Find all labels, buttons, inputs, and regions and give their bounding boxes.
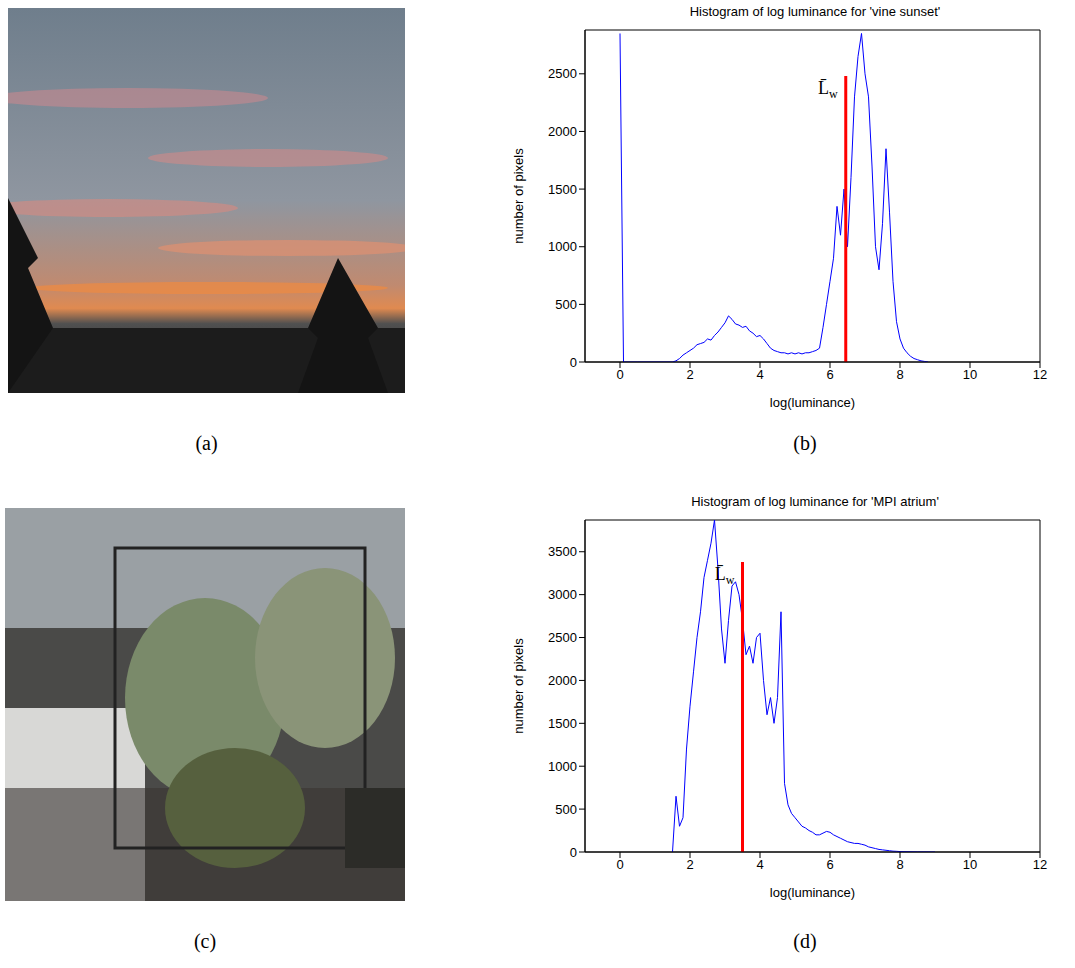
svg-text:L̄w: L̄w (715, 564, 735, 587)
svg-text:10: 10 (963, 367, 977, 382)
svg-text:8: 8 (896, 367, 903, 382)
html-text:(d): (d) (793, 930, 817, 952)
svg-text:2500: 2500 (548, 66, 577, 81)
svg-text:number of pixels: number of pixels (511, 638, 526, 734)
svg-text:log(luminance): log(luminance) (770, 885, 855, 900)
svg-text:12: 12 (1033, 857, 1047, 872)
svg-text:1000: 1000 (548, 239, 577, 254)
svg-text:2500: 2500 (548, 630, 577, 645)
svg-text:6: 6 (826, 857, 833, 872)
html-text:(c): (c) (193, 930, 217, 952)
svg-text:1500: 1500 (548, 182, 577, 197)
svg-text:2: 2 (686, 367, 693, 382)
svg-text:6: 6 (826, 367, 833, 382)
svg-text:number of pixels: number of pixels (511, 148, 526, 244)
svg-text:2000: 2000 (548, 124, 577, 139)
html-text:(b): (b) (793, 432, 817, 454)
svg-text:500: 500 (555, 297, 577, 312)
svg-text:0: 0 (616, 857, 623, 872)
svg-text:0: 0 (570, 355, 577, 370)
svg-text:8: 8 (896, 857, 903, 872)
svg-text:0: 0 (570, 845, 577, 860)
html-text:Histogram of log luminance for: Histogram of log luminance for 'vine sun… (689, 4, 941, 19)
svg-text:500: 500 (555, 802, 577, 817)
svg-text:4: 4 (756, 857, 763, 872)
svg-text:0: 0 (616, 367, 623, 382)
svg-text:log(luminance): log(luminance) (770, 395, 855, 410)
svg-text:1000: 1000 (548, 759, 577, 774)
svg-text:3500: 3500 (548, 544, 577, 559)
html-text:Histogram of log luminance for: Histogram of log luminance for 'MPI atri… (691, 494, 939, 509)
svg-text:2000: 2000 (548, 673, 577, 688)
svg-text:1500: 1500 (548, 716, 577, 731)
svg-text:2: 2 (686, 857, 693, 872)
svg-text:10: 10 (963, 857, 977, 872)
svg-text:4: 4 (756, 367, 763, 382)
svg-text:12: 12 (1033, 367, 1047, 382)
svg-text:L̄w: L̄w (818, 78, 838, 101)
svg-text:3000: 3000 (548, 587, 577, 602)
html-text:(a): (a) (195, 432, 218, 454)
